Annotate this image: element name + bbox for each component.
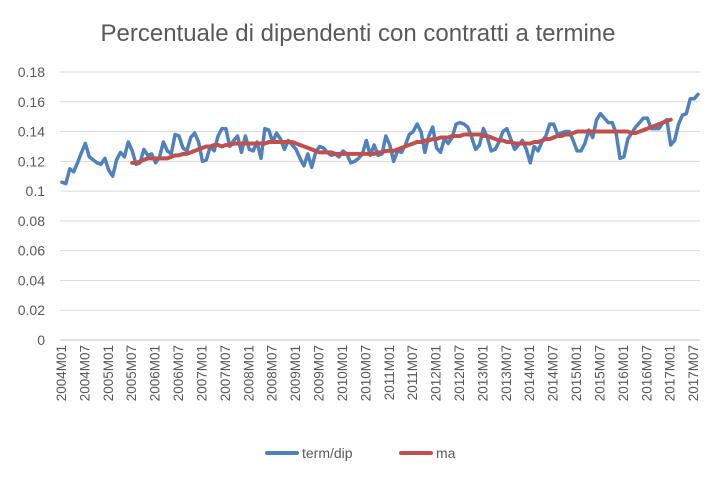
x-tick-label: 2017M07 [686, 345, 701, 401]
legend: term/dip ma [265, 445, 456, 461]
x-tick-label: 2016M01 [616, 345, 631, 401]
y-tick-label: 0.08 [18, 213, 45, 229]
x-tick-label: 2004M01 [54, 345, 69, 401]
x-tick-label: 2007M07 [218, 345, 233, 401]
x-tick-label: 2009M01 [288, 345, 303, 401]
x-tick-label: 2010M07 [358, 345, 373, 401]
x-tick-label: 2011M07 [405, 345, 420, 400]
x-tick-label: 2010M01 [335, 345, 350, 401]
legend-label-ma: ma [436, 445, 456, 461]
x-tick-label: 2014M07 [546, 345, 561, 401]
series-line-term-dip [60, 92, 700, 186]
y-tick-label: 0.02 [18, 302, 45, 318]
x-tick-label: 2007M01 [194, 345, 209, 401]
y-tick-label: 0.18 [18, 64, 45, 80]
x-tick-label: 2012M07 [452, 345, 467, 401]
x-tick-label: 2006M01 [148, 345, 163, 401]
legend-label-term-dip: term/dip [302, 445, 353, 461]
y-tick-label: 0.1 [26, 183, 46, 199]
y-tick-label: 0.16 [18, 94, 45, 110]
series-group [60, 92, 700, 186]
series-line-ma [130, 117, 673, 165]
x-tick-label: 2004M07 [77, 345, 92, 401]
y-tick-label: 0.12 [18, 153, 45, 169]
x-tick-label: 2006M07 [171, 345, 186, 401]
x-tick-label: 2016M07 [639, 345, 654, 401]
x-tick-label: 2009M07 [312, 345, 327, 401]
x-tick-label: 2014M01 [522, 345, 537, 401]
x-tick-label: 2013M07 [499, 345, 514, 401]
x-tick-label: 2008M07 [265, 345, 280, 401]
y-tick-label: 0.04 [18, 272, 45, 288]
x-tick-label: 2015M01 [569, 345, 584, 401]
gridlines [60, 71, 700, 341]
y-tick-label: 0 [37, 332, 45, 348]
x-tick-label: 2013M01 [475, 345, 490, 401]
x-tick-label: 2012M01 [429, 345, 444, 401]
y-axis: 0 0.02 0.04 0.06 0.08 0.1 0.12 0.14 0.16 0.18 [18, 64, 45, 348]
x-axis: 2004M01 2004M07 2005M01 2005M07 2006M01 2006M… [54, 345, 701, 401]
x-tick-label: 2017M01 [663, 345, 678, 401]
x-tick-label: 2005M01 [101, 345, 116, 401]
y-tick-label: 0.06 [18, 243, 45, 259]
y-tick-label: 0.14 [18, 124, 45, 140]
x-tick-label: 2011M01 [382, 345, 397, 400]
x-tick-label: 2008M01 [241, 345, 256, 401]
x-tick-label: 2015M07 [592, 345, 607, 401]
chart-title: Percentuale di dipendenti con contratti … [101, 20, 616, 47]
x-tick-label: 2005M07 [124, 345, 139, 401]
